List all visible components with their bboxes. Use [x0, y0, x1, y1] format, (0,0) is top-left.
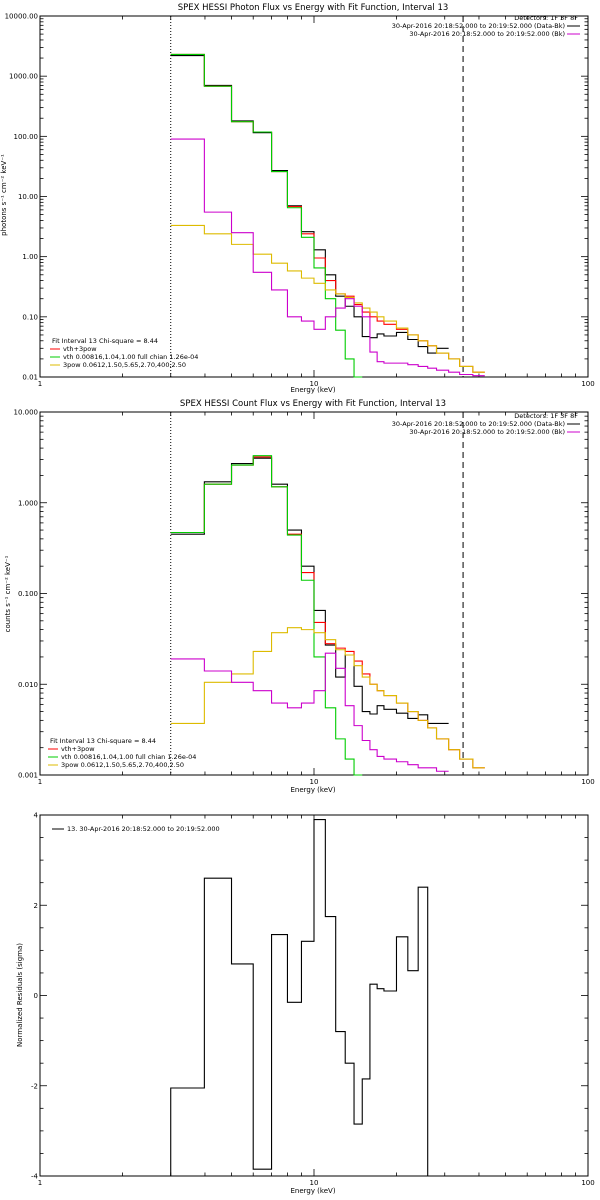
c3-xtick-label: 100 [581, 1179, 594, 1187]
photon-flux-xlabel: Energy (keV) [290, 386, 335, 394]
c2-ytick-label: 1.000 [18, 499, 38, 507]
photon-legend-databk: 30-Apr-2016 20:18:52.000 to 20:19:52.000… [392, 22, 565, 30]
residuals-plot-area: 1 10 100 -4 -2 0 2 4 [31, 812, 595, 1188]
photon-legend-vth3pow: vth+3pow [63, 345, 97, 353]
c1-ytick-label: 100.00 [14, 133, 39, 141]
count-flux-xlabel: Energy (keV) [290, 786, 335, 794]
count-legend-bk: 30-Apr-2016 20:18:52.000 to 20:19:52.000… [409, 428, 565, 436]
residuals-legend: 13. 30-Apr-2016 20:18:52.000 to 20:19:52… [52, 825, 220, 833]
c1-series-3pow [170, 224, 485, 373]
photon-flux-legend-top: Detectors: 1F 3F 8F 30-Apr-2016 20:18:52… [392, 14, 580, 38]
count-legend-databk: 30-Apr-2016 20:18:52.000 to 20:19:52.000… [392, 420, 565, 428]
photon-flux-ylabel: photons s⁻¹ cm⁻² keV⁻¹ [0, 154, 8, 236]
photon-flux-panel: SPEX HESSI Photon Flux vs Energy with Fi… [0, 3, 595, 394]
c2-ytick-label: 0.010 [18, 681, 38, 689]
c2-xtick-label: 100 [581, 778, 594, 786]
c1-series-vth [170, 53, 363, 378]
count-flux-title: SPEX HESSI Count Flux vs Energy with Fit… [180, 399, 446, 409]
photon-legend-3pow: 3pow 0.0612,1.50,5.65,2.70,400,2.50 [63, 361, 186, 369]
photon-legend-bk: 30-Apr-2016 20:18:52.000 to 20:19:52.000… [409, 30, 565, 38]
c2-xtick-label: 10 [310, 778, 319, 786]
count-legend-vth3pow: vth+3pow [61, 745, 95, 753]
c1-xtick-label: 10 [310, 380, 319, 388]
count-legend-fit-interval: Fit Interval 13 Chi-square = 8.44 [50, 737, 156, 745]
c2-ytick-label: 0.001 [18, 772, 38, 780]
photon-flux-title: SPEX HESSI Photon Flux vs Energy with Fi… [178, 3, 449, 13]
c2-series-3pow [170, 627, 485, 769]
c1-series-bk [170, 138, 485, 377]
residuals-legend-label: 13. 30-Apr-2016 20:18:52.000 to 20:19:52… [67, 825, 220, 833]
count-flux-legend-bottom: Fit Interval 13 Chi-square = 8.44 vth+3p… [48, 737, 196, 769]
photon-legend-detectors: Detectors: 1F 3F 8F [514, 14, 578, 22]
count-legend-vth: vth 0.00816,1.04,1.00 full chian 1.26e-0… [61, 753, 196, 761]
count-legend-3pow: 3pow 0.0612,1.50,5.65,2.70,400,2.50 [61, 761, 184, 769]
c2-series-vth [170, 455, 363, 776]
c1-ytick-label: 10000.00 [5, 13, 38, 21]
c2-xtick-label: 1 [38, 778, 42, 786]
c3-ytick-label: -4 [31, 1173, 39, 1181]
c1-xtick-label: 100 [581, 380, 594, 388]
c2-series-bk [170, 652, 449, 772]
c3-xtick-label: 1 [38, 1179, 42, 1187]
residuals-ylabel: Normalized Residuals (sigma) [16, 943, 24, 1047]
c3-series-series [170, 818, 429, 1176]
residuals-panel: Energy (keV) Normalized Residuals (sigma… [16, 812, 595, 1196]
count-flux-legend-top: Detectors: 1F 3F 8F 30-Apr-2016 20:18:52… [392, 412, 580, 436]
c1-ytick-label: 0.01 [22, 374, 38, 382]
count-flux-ylabel: counts s⁻¹ cm⁻² keV⁻¹ [4, 555, 12, 632]
c3-ytick-label: 0 [34, 992, 38, 1000]
c3-ytick-label: -2 [31, 1082, 38, 1090]
count-flux-panel: SPEX HESSI Count Flux vs Energy with Fit… [4, 399, 595, 794]
photon-flux-plot-area: 1 10 100 0.01 0.10 1.00 10.00 100.00 1000.00 1000… [5, 13, 595, 389]
c3-ytick-label: 2 [34, 902, 38, 910]
c1-ytick-label: 1.00 [22, 253, 38, 261]
photon-legend-vth: vth 0.00816,1.04,1.00 full chian 1.26e-0… [63, 353, 198, 361]
c1-ytick-label: 0.10 [22, 313, 38, 321]
residuals-xlabel: Energy (keV) [290, 1187, 335, 1195]
count-flux-plot-area: 1 10 100 0.001 0.010 0.100 1.000 10.000 [14, 409, 595, 787]
c1-xtick-label: 1 [38, 380, 42, 388]
c3-xtick-label: 10 [310, 1179, 319, 1187]
c2-ytick-label: 0.100 [18, 590, 38, 598]
photon-legend-fit-interval: Fit Interval 13 Chi-square = 8.44 [52, 337, 158, 345]
photon-flux-legend-bottom: Fit Interval 13 Chi-square = 8.44 vth+3p… [50, 337, 198, 369]
c2-ytick-label: 10.000 [14, 409, 39, 417]
count-legend-detectors: Detectors: 1F 3F 8F [514, 412, 578, 420]
c1-ytick-label: 1000.00 [9, 73, 38, 81]
c1-series-data-bk [170, 55, 449, 354]
c1-ytick-label: 10.00 [18, 193, 38, 201]
c3-ytick-label: 4 [34, 812, 39, 820]
